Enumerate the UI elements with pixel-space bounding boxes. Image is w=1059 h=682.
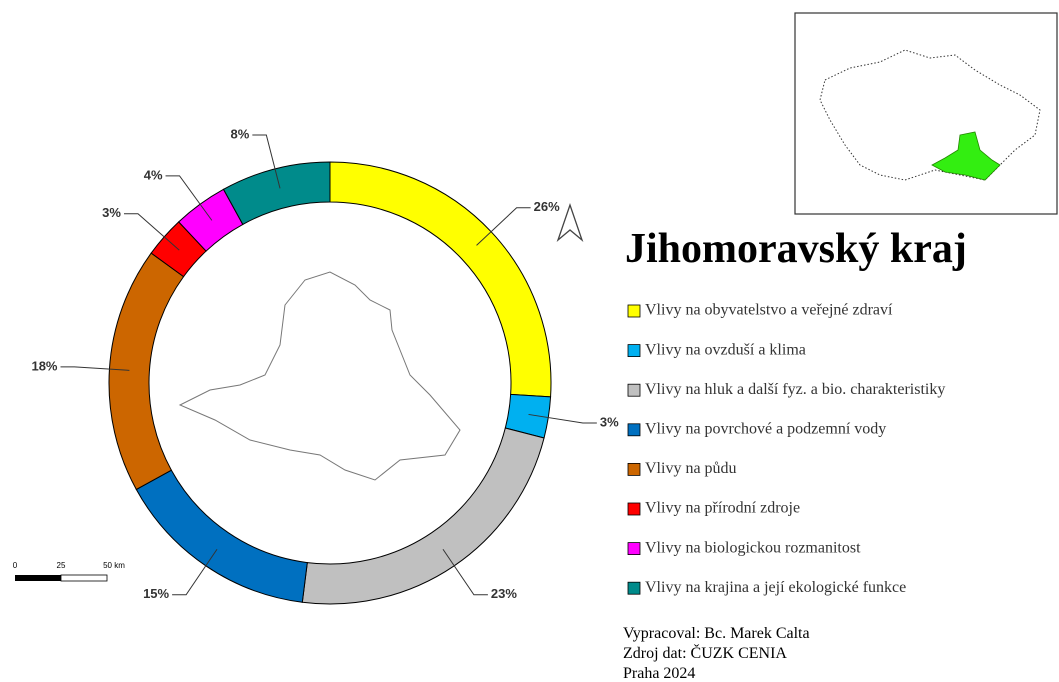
donut-segment <box>222 161 331 226</box>
legend-label: Vlivy na půdu <box>645 460 737 477</box>
title: Jihomoravský kraj <box>625 226 967 272</box>
donut-segment <box>108 252 185 491</box>
leader-line <box>172 548 218 596</box>
value-label: 3% <box>102 205 121 220</box>
scale-bar-dark <box>15 575 61 581</box>
legend-label: Vlivy na biologickou rozmanitost <box>645 539 861 556</box>
legend-label: Vlivy na krajina a její ekologické funkc… <box>645 579 906 596</box>
leader-line <box>60 366 130 371</box>
donut-segment <box>301 427 545 605</box>
legend-label: Vlivy na přírodní zdroje <box>645 500 800 517</box>
scale-label: 50 km <box>103 561 125 570</box>
legend-label: Vlivy na ovzduší a klima <box>645 341 806 358</box>
value-label: 23% <box>491 586 517 601</box>
inset-frame <box>794 12 1058 215</box>
credit: Praha 2024 <box>623 665 695 682</box>
legend-swatch <box>627 502 641 516</box>
legend-swatch <box>627 462 641 476</box>
scale-bar-light <box>60 574 108 582</box>
leader-line <box>528 413 597 424</box>
inset-region <box>931 131 1001 181</box>
donut-segment <box>135 469 308 603</box>
scale-label: 25 <box>57 561 66 570</box>
scale-label: 0 <box>13 561 18 570</box>
legend-swatch <box>627 423 641 437</box>
leader-line <box>476 207 531 246</box>
legend-swatch <box>627 542 641 555</box>
value-label: 18% <box>31 358 57 373</box>
legend-label: Vlivy na hluk a další fyz. a bio. charak… <box>645 381 945 398</box>
legend-swatch <box>627 304 641 318</box>
legend-swatch <box>627 344 641 358</box>
leader-line <box>123 213 180 251</box>
legend-swatch <box>627 383 641 397</box>
credit: Vypracoval: Bc. Marek Calta <box>623 625 810 642</box>
region-outline <box>178 271 461 481</box>
legend-swatch <box>627 581 641 595</box>
north-arrow <box>556 202 584 242</box>
legend-label: Vlivy na obyvatelstvo a veřejné zdraví <box>645 302 893 319</box>
value-label: 26% <box>534 199 560 214</box>
leader-line <box>165 175 213 221</box>
value-label: 4% <box>144 167 163 182</box>
donut-segment <box>329 161 552 398</box>
value-label: 8% <box>231 126 250 141</box>
value-label: 15% <box>143 586 169 601</box>
leader-line <box>442 548 488 596</box>
credit: Zdroj dat: ČUZK CENIA <box>623 643 787 662</box>
legend-label: Vlivy na povrchové a podzemní vody <box>645 420 886 437</box>
value-label: 3% <box>600 414 619 429</box>
leader-line <box>252 134 281 189</box>
